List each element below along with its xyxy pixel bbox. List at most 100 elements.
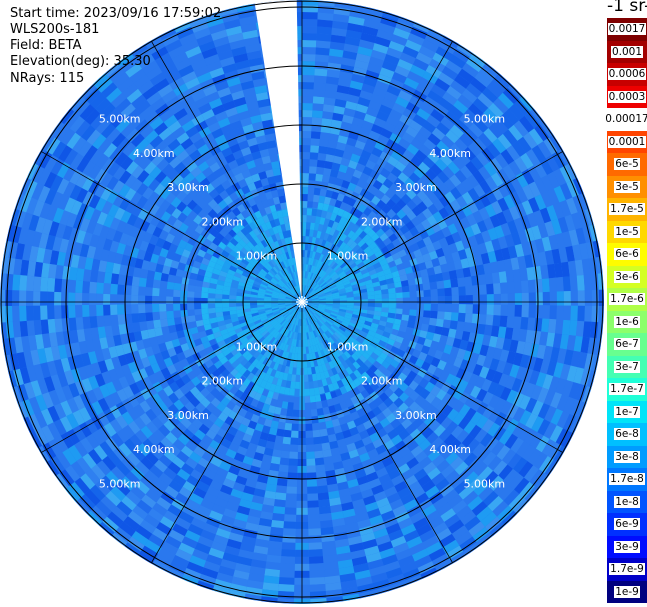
range-cell: [416, 523, 432, 537]
range-cell: [373, 348, 382, 357]
range-cell: [135, 480, 150, 495]
range-cell: [302, 145, 311, 153]
range-cell: [266, 390, 275, 399]
range-cell: [117, 314, 126, 325]
range-cell: [346, 297, 354, 301]
range-cell: [464, 313, 473, 323]
range-cell: [450, 80, 466, 95]
range-cell: [191, 114, 205, 126]
range-cell: [398, 402, 409, 414]
range-cell: [283, 521, 296, 529]
range-cell: [275, 356, 282, 364]
range-cell: [302, 89, 314, 97]
range-cell: [339, 186, 348, 196]
range-cell: [215, 293, 223, 299]
range-cell: [106, 176, 119, 191]
range-cell: [251, 256, 259, 265]
range-cell: [345, 256, 353, 265]
range-cell: [371, 224, 381, 234]
range-cell: [428, 317, 437, 327]
range-cell: [263, 331, 270, 339]
range-cell: [205, 91, 220, 103]
range-cell: [487, 422, 501, 437]
range-cell: [167, 317, 176, 327]
range-ring-label: 4.00km: [133, 443, 175, 456]
range-cell: [166, 281, 175, 290]
range-cell: [223, 281, 232, 288]
range-cell: [311, 295, 318, 299]
range-cell: [90, 362, 102, 376]
range-cell: [370, 93, 385, 105]
range-cell: [225, 25, 243, 37]
range-cell: [514, 304, 522, 318]
range-cell: [248, 107, 261, 118]
range-cell: [409, 297, 417, 304]
range-ring-label: 5.00km: [99, 113, 141, 126]
range-cell: [189, 131, 203, 144]
range-cell: [311, 304, 319, 308]
range-cell: [142, 231, 153, 243]
range-cell: [445, 234, 455, 246]
range-cell: [293, 339, 297, 347]
range-cell: [357, 318, 366, 325]
range-cell: [313, 223, 320, 231]
range-cell: [64, 149, 79, 166]
range-cell: [336, 283, 344, 289]
range-cell: [480, 252, 490, 265]
range-cell: [287, 472, 298, 480]
range-cell: [228, 229, 237, 238]
range-cell: [511, 231, 522, 246]
range-cell: [263, 322, 271, 328]
range-cell: [340, 451, 351, 462]
range-cell: [416, 336, 426, 346]
range-cell: [405, 326, 414, 335]
range-cell: [222, 478, 236, 489]
range-cell: [349, 542, 365, 553]
range-cell: [402, 451, 415, 464]
range-cell: [277, 591, 295, 599]
range-cell: [427, 192, 439, 204]
range-cell: [253, 157, 264, 167]
range-cell: [372, 406, 382, 417]
range-cell: [76, 156, 90, 173]
range-cell: [156, 158, 170, 171]
range-cell: [485, 368, 497, 382]
range-cell: [334, 199, 343, 209]
range-cell: [359, 285, 367, 290]
range-cell: [348, 159, 358, 170]
range-cell: [254, 361, 263, 370]
range-cell: [265, 440, 275, 450]
range-cell: [480, 511, 498, 527]
range-cell: [470, 223, 482, 236]
range-cell: [302, 61, 316, 69]
range-cell: [403, 396, 415, 408]
range-cell: [493, 426, 507, 441]
range-cell: [402, 149, 415, 161]
range-cell: [474, 376, 486, 389]
range-cell: [126, 452, 141, 467]
range-cell: [485, 190, 498, 205]
range-cell: [402, 407, 414, 419]
range-cell: [127, 361, 138, 374]
range-cell: [246, 241, 255, 250]
range-cell: [298, 311, 301, 319]
range-cell: [238, 366, 248, 375]
range-cell: [152, 311, 161, 321]
range-cell: [170, 354, 180, 365]
range-cell: [149, 72, 166, 86]
range-cell: [166, 168, 179, 181]
range-cell: [442, 319, 451, 329]
range-cell: [315, 173, 324, 182]
range-cell: [260, 177, 270, 187]
range-cell: [414, 395, 426, 406]
range-cell: [577, 351, 588, 369]
range-cell: [339, 401, 348, 410]
range-cell: [478, 66, 496, 83]
range-cell: [175, 517, 191, 530]
range-cell: [215, 311, 224, 318]
range-cell: [28, 396, 41, 414]
range-cell: [209, 67, 225, 79]
range-cell: [598, 289, 604, 307]
range-cell: [378, 339, 387, 348]
range-cell: [285, 251, 290, 260]
